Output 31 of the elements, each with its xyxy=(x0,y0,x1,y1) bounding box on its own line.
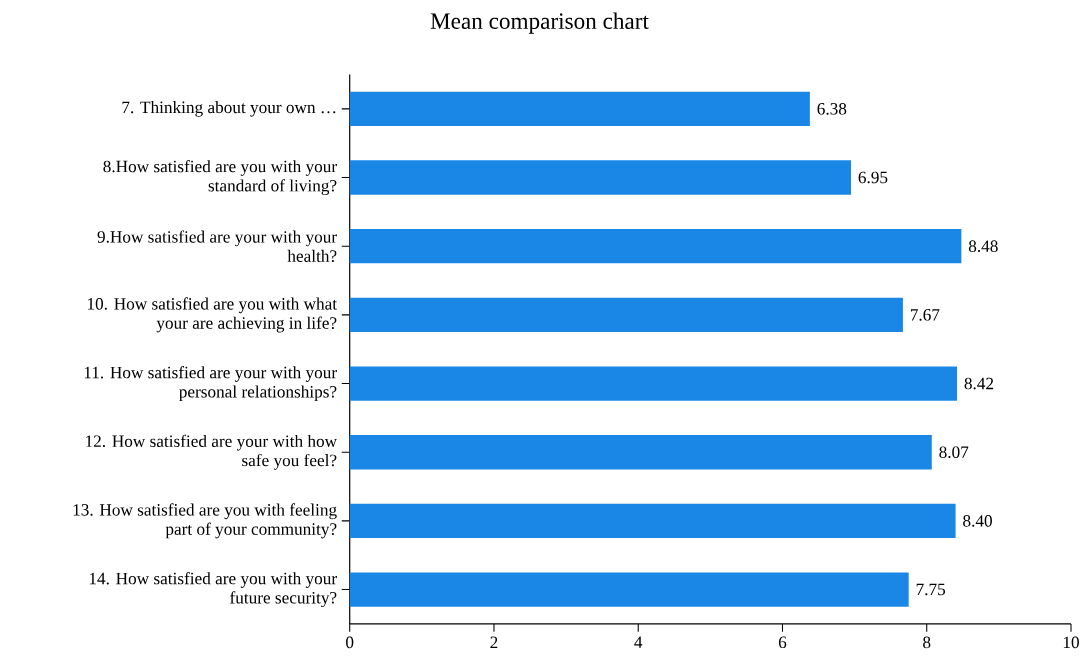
bar xyxy=(349,435,932,470)
y-tick-label: 10. How satisfied are you with what your are achieving in life? xyxy=(87,297,337,333)
bar xyxy=(349,229,962,264)
data-label: 7.75 xyxy=(916,583,946,596)
data-label: 6.95 xyxy=(858,171,888,184)
x-tick-label: 6 xyxy=(778,636,787,649)
bar xyxy=(349,297,903,333)
y-tick-label: 12. How satisfied are your with how safe you feel? xyxy=(86,434,338,470)
chart-title: Mean comparison chart xyxy=(430,12,649,34)
y-tick-label: 13. How satisfied are you with feeling part of your community? xyxy=(73,503,337,539)
y-tick-label: 14. How satisfied are you with your future security? xyxy=(89,572,337,608)
y-tick-label: 9.How satisfied are your with your health? xyxy=(97,230,337,263)
bar xyxy=(349,503,956,539)
data-label: 7.67 xyxy=(910,309,940,321)
x-tick-label: 8 xyxy=(923,636,931,649)
y-tick-label: 11. How satisfied are your with your personal relationships? xyxy=(84,366,337,402)
data-label: 8.42 xyxy=(964,377,994,390)
y-tick-label: 8.How satisfied are you with your standard of living? xyxy=(103,160,337,196)
x-tick-label: 0 xyxy=(346,636,354,649)
y-tick-label: 7. Thinking about your own … xyxy=(122,101,336,117)
x-tick-label: 10 xyxy=(1063,636,1079,649)
x-tick-label: 2 xyxy=(490,636,498,649)
x-tick-label: 4 xyxy=(634,636,643,649)
data-label: 6.38 xyxy=(817,103,847,115)
data-label: 8.40 xyxy=(963,515,992,527)
bar xyxy=(349,160,851,195)
bar xyxy=(349,366,958,401)
data-label: 8.48 xyxy=(968,240,998,253)
data-label: 8.07 xyxy=(939,446,969,459)
bar xyxy=(349,91,810,127)
bar xyxy=(349,572,909,607)
